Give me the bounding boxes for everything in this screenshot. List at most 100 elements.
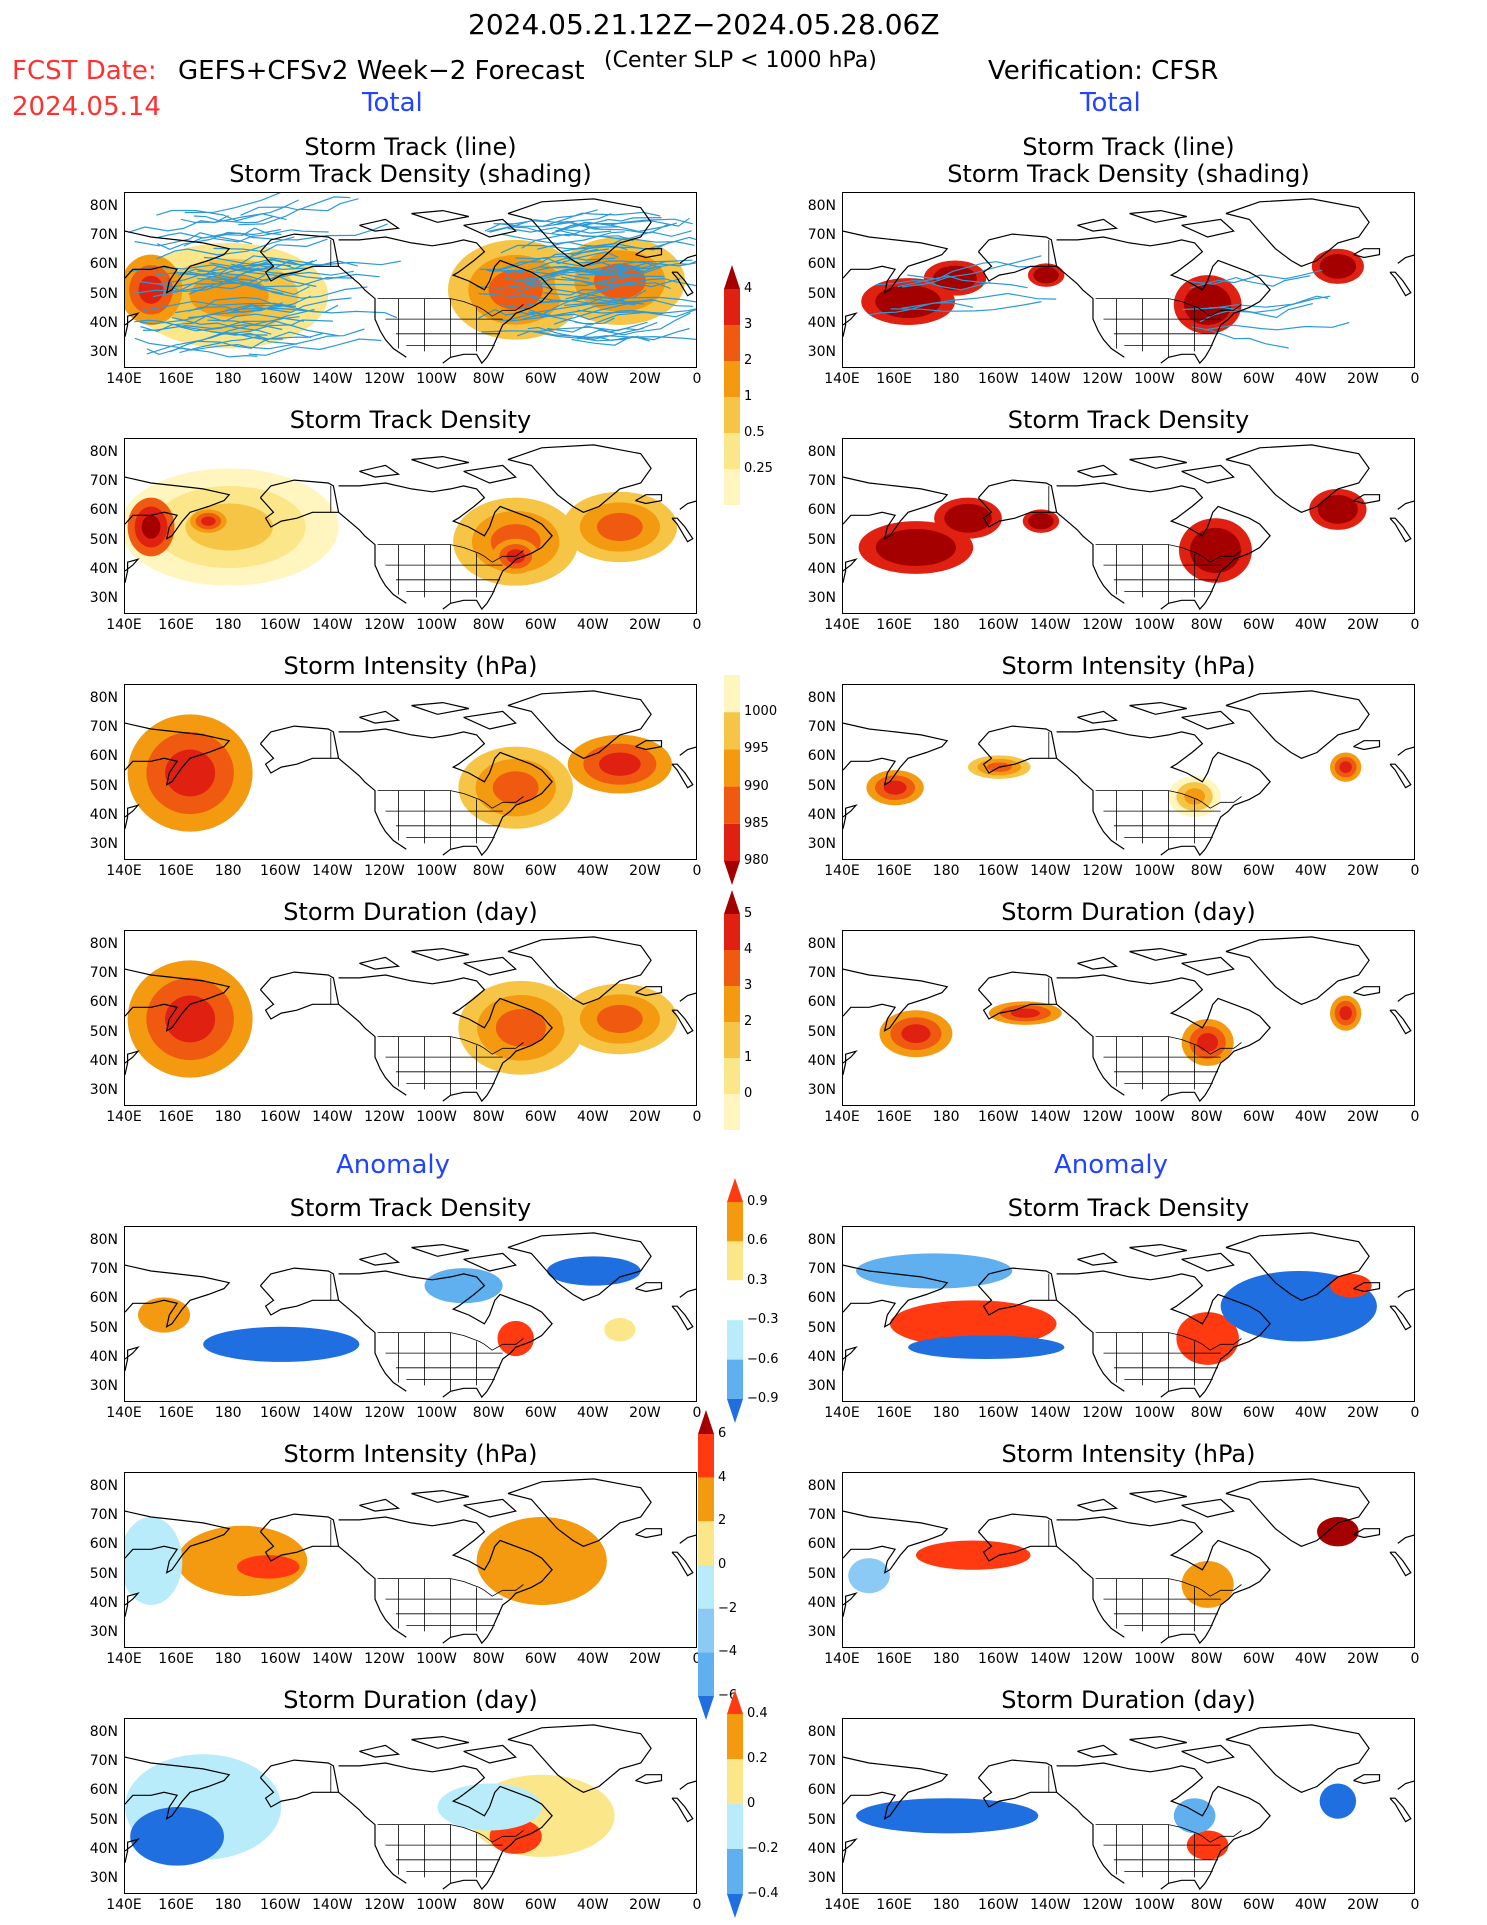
storm-track-line <box>196 331 312 349</box>
lon-tick-label: 140E <box>106 863 142 879</box>
coastline <box>411 701 469 715</box>
coastline <box>125 1346 140 1371</box>
coastline <box>843 968 949 1032</box>
coastline <box>1389 1305 1412 1331</box>
lat-tick-label: 60N <box>807 748 836 765</box>
panel-title: Storm Duration (day) <box>283 898 538 926</box>
verification-label: Verification: CFSR <box>988 56 1219 86</box>
colorbar-swatch <box>724 986 740 1022</box>
coastline <box>259 1759 340 1808</box>
coastline <box>843 804 858 829</box>
coastline <box>1225 936 1370 1005</box>
lon-tick-label: 20W <box>629 617 661 633</box>
coastline <box>977 233 1058 282</box>
colorbar-swatch <box>724 469 740 505</box>
colorbar-label: −2 <box>718 1600 738 1616</box>
colorbar-label: −0.4 <box>747 1886 779 1901</box>
coastline <box>843 1838 858 1863</box>
criterion-label: (Center SLP < 1000 hPa) <box>604 48 877 73</box>
shading-cell <box>856 1798 1039 1834</box>
lon-tick-label: 140E <box>824 617 860 633</box>
lat-tick-label: 80N <box>89 443 118 460</box>
lon-tick-label: 160E <box>158 1897 194 1913</box>
lon-tick-label: 140E <box>106 1651 142 1667</box>
lat-tick-label: 40N <box>807 315 836 331</box>
coastline <box>442 1879 488 1891</box>
coastline <box>1129 1489 1187 1503</box>
coastline <box>507 1724 652 1793</box>
lat-tick-label: 40N <box>807 1595 836 1611</box>
lat-tick-label: 80N <box>807 689 836 706</box>
colorbar-total_density <box>724 265 740 505</box>
colorbar-swatch <box>727 1849 743 1894</box>
panel-subtitle: Storm Track Density (shading) <box>947 160 1310 188</box>
shading-cell <box>1033 516 1049 526</box>
colorbar-swatch <box>724 361 740 397</box>
colorbar-swatch <box>724 1022 740 1058</box>
lon-tick-label: 80W <box>472 1109 505 1125</box>
panel-title: Storm Duration (day) <box>283 1686 538 1714</box>
storm-track-line <box>553 217 662 227</box>
coastline <box>679 1780 696 1790</box>
map-panel-L6 <box>124 1472 697 1648</box>
colorbar-label: 1000 <box>744 704 778 720</box>
lon-tick-label: 120W <box>1082 1651 1123 1667</box>
coastline <box>125 722 231 786</box>
shading-cell <box>1200 537 1231 564</box>
colorbar-swatch <box>727 1714 743 1759</box>
map-canvas <box>125 1724 696 1891</box>
colorbar-swatch <box>724 950 740 986</box>
storm-track-line <box>515 268 616 283</box>
coastline <box>411 455 469 469</box>
coastline <box>359 710 401 724</box>
lat-tick-label: 70N <box>89 1261 118 1277</box>
lon-tick-label: 180 <box>214 1651 242 1667</box>
lat-tick-label: 30N <box>89 1624 118 1641</box>
coastline <box>507 444 652 513</box>
lon-tick-label: 120W <box>1082 863 1123 879</box>
fcst-label: FCST Date: <box>12 56 157 86</box>
storm-track-line <box>540 260 667 273</box>
lat-tick-label: 80N <box>807 443 836 460</box>
lon-tick-label: 60W <box>1242 617 1275 633</box>
storm-track-line <box>184 193 282 214</box>
coastline <box>259 1267 340 1316</box>
coastline <box>1077 956 1119 970</box>
colorbar-label: −0.6 <box>747 1351 779 1367</box>
panel-title: Storm Track (line) <box>304 133 517 161</box>
coastline <box>1056 974 1271 1096</box>
lon-tick-label: 60W <box>1242 863 1275 879</box>
map-canvas <box>125 1478 696 1645</box>
coastline <box>1056 1270 1271 1392</box>
lat-tick-label: 80N <box>89 1723 118 1740</box>
coastline <box>338 1516 553 1638</box>
coastline <box>125 1510 231 1574</box>
lon-tick-label: 160W <box>259 1109 301 1125</box>
coastline <box>679 500 696 510</box>
lat-tick-label: 30N <box>807 1624 836 1641</box>
storm-track-line <box>513 284 653 304</box>
storm-track-line <box>481 321 648 333</box>
coastline <box>679 1534 696 1544</box>
colorbar-label: 3 <box>744 317 753 332</box>
lon-tick-label: 20W <box>1347 863 1379 879</box>
political-border <box>377 298 524 317</box>
shading-cell <box>201 516 216 526</box>
lon-tick-label: 20W <box>1347 617 1379 633</box>
colorbar-swatch <box>724 914 740 950</box>
lon-tick-label: 20W <box>629 863 661 879</box>
coastline <box>463 1498 517 1518</box>
lon-tick-label: 40W <box>1294 863 1327 879</box>
colorbar-swatch <box>698 1652 714 1696</box>
coastline <box>671 1305 694 1331</box>
colorbar-swatch <box>727 1399 743 1423</box>
storm-track-line <box>493 209 598 225</box>
coastline <box>125 312 140 337</box>
colorbar-swatch <box>724 1094 740 1130</box>
coastline <box>359 1498 401 1512</box>
coastline <box>843 1264 949 1328</box>
map-panel-L3 <box>124 684 697 860</box>
shading-cell <box>492 771 539 805</box>
storm-track-line <box>574 308 696 326</box>
colorbar-label: 990 <box>744 778 769 794</box>
